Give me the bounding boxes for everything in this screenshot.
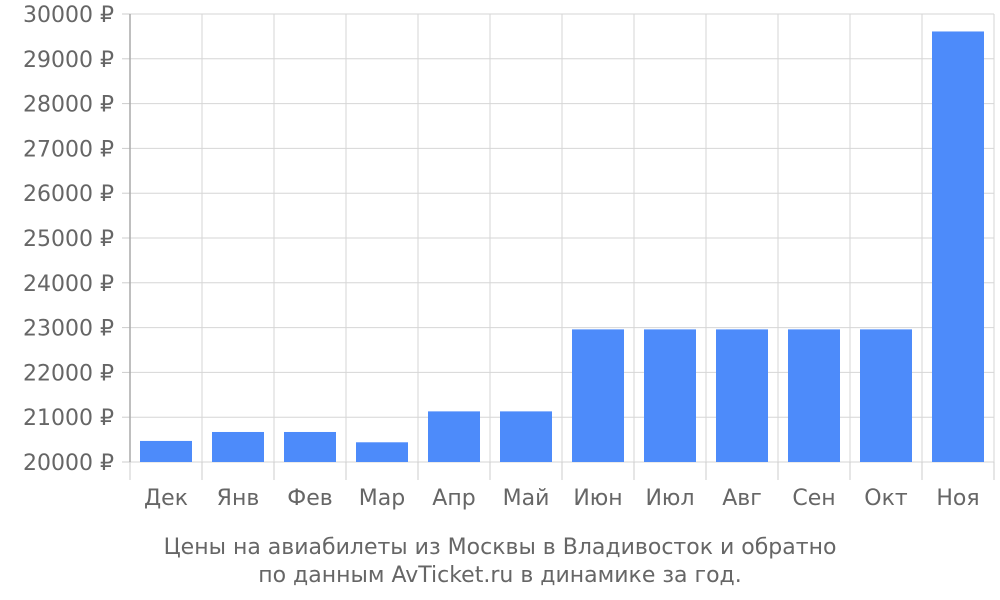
bar-11: [860, 329, 912, 462]
bar-chart: 20000 ₽ 21000 ₽ 22000 ₽ 23000 ₽ 24000 ₽ 25000…: [23, 3, 995, 511]
bar-9: [716, 329, 768, 462]
x-tick-label: Авг: [722, 486, 762, 511]
chart-caption-line-1: Цены на авиабилеты из Москвы в Владивост…: [163, 535, 837, 560]
x-tick-label: Май: [503, 486, 550, 511]
y-tick-label: 29000 ₽: [23, 48, 114, 73]
y-tick-label: 21000 ₽: [23, 406, 114, 431]
x-tick-label: Янв: [217, 486, 260, 511]
bar-5: [428, 411, 480, 462]
x-tick-label: Окт: [864, 486, 908, 511]
bar-3: [284, 431, 336, 462]
y-tick-label: 24000 ₽: [23, 272, 114, 297]
y-tick-label: 23000 ₽: [23, 317, 114, 342]
bar-7: [572, 329, 624, 462]
bar-4: [356, 442, 408, 462]
chart-caption-line-2: по данным AvTicket.ru в динамике за год.: [258, 563, 742, 588]
x-tick-label: Апр: [432, 486, 475, 511]
tick-labels: 20000 ₽ 21000 ₽ 22000 ₽ 23000 ₽ 24000 ₽ 25000…: [23, 3, 980, 511]
y-tick-label: 28000 ₽: [23, 93, 114, 118]
x-tick-label: Июл: [645, 486, 694, 511]
x-tick-label: Сен: [792, 486, 835, 511]
y-tick-label: 26000 ₽: [23, 182, 114, 207]
y-tick-label: 25000 ₽: [23, 227, 114, 252]
x-tick-label: Фев: [287, 486, 332, 511]
x-tick-label: Дек: [144, 486, 188, 511]
y-tick-label: 30000 ₽: [23, 3, 114, 28]
x-tick-label: Июн: [573, 486, 622, 511]
x-tick-label: Ноя: [936, 486, 979, 511]
y-tick-label: 27000 ₽: [23, 137, 114, 162]
bars: [140, 31, 984, 463]
axes: [122, 13, 995, 480]
y-tick-label: 20000 ₽: [23, 451, 114, 476]
bar-12: [932, 31, 984, 463]
bar-6: [500, 411, 552, 462]
bar-8: [644, 329, 696, 462]
bar-2: [212, 431, 264, 462]
bar-1: [140, 440, 192, 462]
x-tick-label: Мар: [359, 486, 405, 511]
bar-10: [788, 329, 840, 462]
y-tick-label: 22000 ₽: [23, 361, 114, 386]
